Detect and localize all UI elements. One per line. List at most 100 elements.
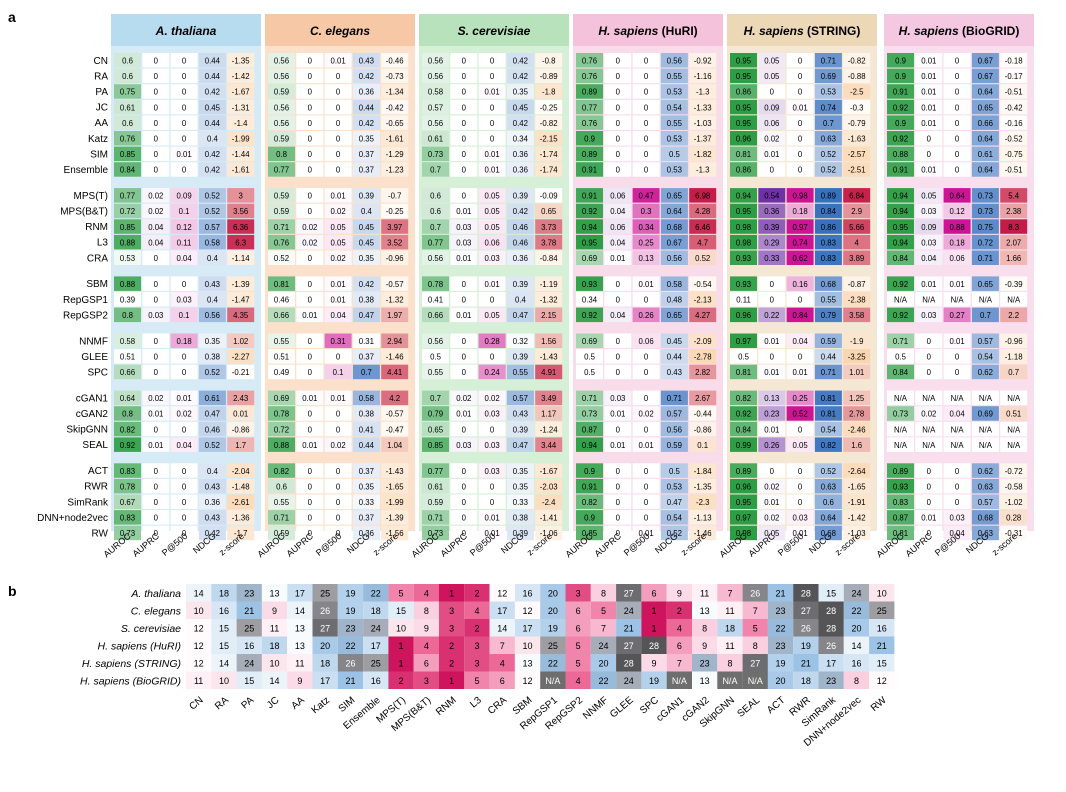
heatmap-cell-value: 0.81 <box>821 394 836 403</box>
heatmap-cell-value: -0.73 <box>386 72 404 81</box>
heatmap-cell-value: 0.02 <box>331 441 346 450</box>
rank-cell-value: 20 <box>548 588 558 598</box>
heatmap-cell <box>198 406 226 421</box>
heatmap-cell-value: -0.39 <box>1005 280 1023 289</box>
heatmap-cell <box>478 250 506 265</box>
heatmap-cell <box>296 333 324 348</box>
heatmap-cell <box>506 494 534 509</box>
heatmap-cell <box>730 115 757 130</box>
heatmap-cell-value: -1.19 <box>540 280 558 289</box>
heatmap-cell-value: 0.93 <box>893 482 908 491</box>
heatmap-cell-value: 0.73 <box>978 207 993 216</box>
heatmap-cell <box>786 250 814 265</box>
heatmap-cell <box>535 463 563 478</box>
heatmap-cell <box>971 292 999 307</box>
heatmap-cell-value: 0.1 <box>179 207 190 216</box>
method-column-label: JC <box>265 695 281 711</box>
heatmap-cell-value: 0.71 <box>274 514 289 523</box>
heatmap-cell-value: 0.25 <box>639 238 655 247</box>
heatmap-cell-value: 0 <box>644 88 649 97</box>
heatmap-cell-value: 0.78 <box>274 410 289 419</box>
heatmap-cell-value: 6.98 <box>695 192 710 201</box>
heatmap-cell-value: 0.09 <box>177 192 192 201</box>
heatmap-cell <box>758 349 786 364</box>
heatmap-cell <box>1000 349 1028 364</box>
rank-cell-value: 5 <box>601 606 606 616</box>
heatmap-cell <box>915 162 943 177</box>
heatmap-cell-value: 0.45 <box>205 103 221 112</box>
heatmap-cell <box>142 131 170 146</box>
heatmap-cell-value: 0 <box>462 56 467 65</box>
heatmap-cell-value: 1.97 <box>387 311 402 320</box>
heatmap-cell <box>632 219 660 234</box>
heatmap-cell-value: 0 <box>462 166 467 175</box>
heatmap-cell <box>352 292 380 307</box>
heatmap-cell <box>296 349 324 364</box>
heatmap-cell <box>352 437 380 452</box>
heatmap-cell-value: 0.91 <box>582 482 597 491</box>
heatmap-cell <box>170 203 198 219</box>
heatmap-cell <box>450 494 478 509</box>
heatmap-cell-value: 0.95 <box>736 103 752 112</box>
rank-cell-value: 26 <box>801 623 811 633</box>
method-column-label: CN <box>187 695 205 713</box>
heatmap-cell-value: -1.06 <box>540 529 558 538</box>
rank-cell-value: 17 <box>371 641 381 651</box>
heatmap-cell <box>450 219 478 234</box>
heatmap-cell <box>786 188 814 203</box>
heatmap-cell <box>730 188 757 203</box>
heatmap-cell <box>170 437 198 452</box>
heatmap-cell-value: 0.01 <box>793 103 808 112</box>
heatmap-cell <box>478 131 506 146</box>
heatmap-cell <box>971 162 999 177</box>
heatmap-cell-value: 0 <box>462 353 467 362</box>
heatmap-cell <box>915 146 943 162</box>
rank-cell-value: 13 <box>700 676 710 686</box>
heatmap-cell-value: 0.09 <box>921 223 936 232</box>
heatmap-cell-value: -0.96 <box>386 254 404 263</box>
heatmap-cell <box>506 68 534 84</box>
heatmap-cell-value: N/A <box>951 425 965 434</box>
heatmap-cell-value: 0 <box>490 56 495 65</box>
heatmap-cell <box>786 53 814 68</box>
heatmap-cell-value: 0.06 <box>610 192 625 201</box>
heatmap-cell <box>450 406 478 421</box>
heatmap-cell <box>576 349 603 364</box>
heatmap-cell-value: 0.01 <box>485 280 500 289</box>
heatmap-cell <box>535 421 563 437</box>
heatmap-cell <box>324 234 352 250</box>
heatmap-cell-value: 0.32 <box>513 337 528 346</box>
heatmap-cell-value: N/A <box>1007 425 1021 434</box>
heatmap-cell-value: 0.03 <box>610 394 625 403</box>
heatmap-cell-value: 0.42 <box>359 280 374 289</box>
heatmap-cell <box>660 219 688 234</box>
heatmap-cell-value: 0 <box>154 134 159 143</box>
rank-cell-value: 23 <box>244 588 254 598</box>
heatmap-cell <box>324 84 352 99</box>
heatmap-cell <box>1000 84 1028 99</box>
heatmap-cell-value: 0.85 <box>120 223 136 232</box>
heatmap-cell-value: -2.27 <box>232 353 250 362</box>
heatmap-cell <box>843 406 871 421</box>
heatmap-cell <box>268 510 295 525</box>
heatmap-cell-value: 0.98 <box>736 223 751 232</box>
heatmap-cell <box>227 463 255 478</box>
heatmap-cell <box>114 364 141 380</box>
heatmap-cell <box>381 463 409 478</box>
heatmap-cell <box>604 463 632 478</box>
heatmap-cell <box>758 203 786 219</box>
heatmap-cell-value: -1.03 <box>694 119 712 128</box>
heatmap-cell <box>943 99 971 115</box>
heatmap-cell <box>1000 188 1028 203</box>
heatmap-cell <box>576 219 603 234</box>
heatmap-cell <box>887 421 914 437</box>
heatmap-cell <box>1000 364 1028 380</box>
heatmap-cell-value: 0.59 <box>428 498 443 507</box>
heatmap-cell <box>296 478 324 494</box>
heatmap-cell <box>971 463 999 478</box>
heatmap-cell-value: 0.67 <box>120 498 135 507</box>
heatmap-cell-value: 0.6 <box>276 482 287 491</box>
rank-cell-value: 21 <box>345 676 355 686</box>
rank-cell-value: 2 <box>474 623 479 633</box>
heatmap-cell <box>660 478 688 494</box>
